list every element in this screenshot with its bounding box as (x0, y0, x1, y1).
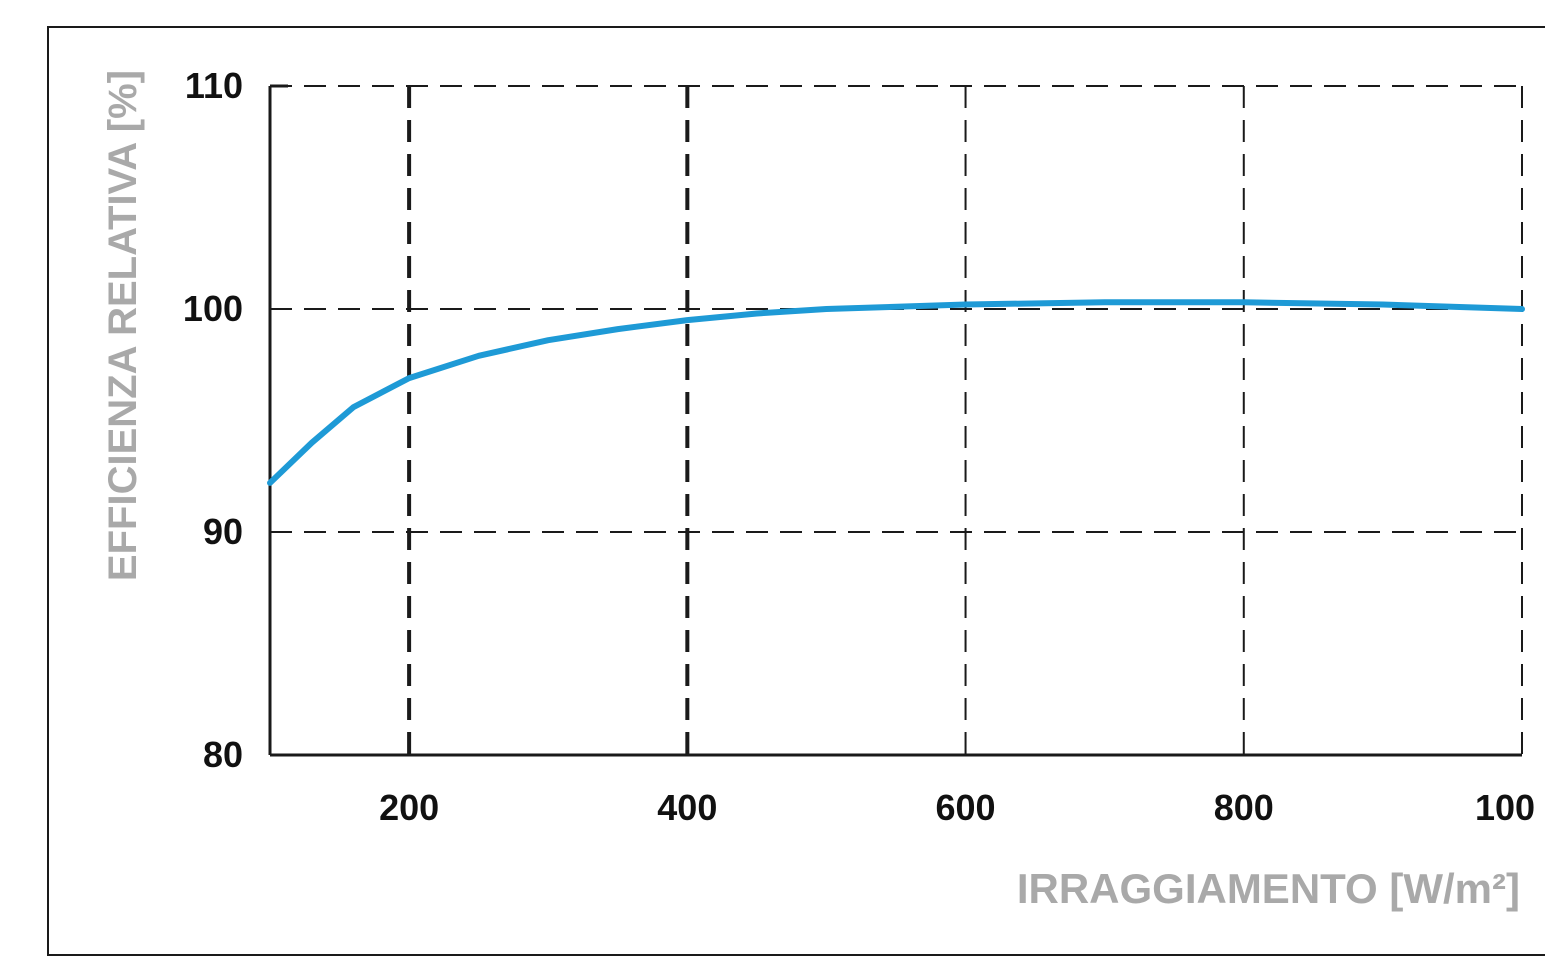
y-tick-label-110: 110 (185, 65, 243, 106)
x-tick-label-1000: 100 (1475, 787, 1535, 828)
relative-efficiency-chart: 200 400 600 800 100 80 90 100 110 IRRAGGIAMENTO… (101, 65, 1535, 912)
y-tick-label-90: 90 (203, 511, 243, 552)
grid-lines (270, 85, 1523, 755)
x-axis-title: IRRAGGIAMENTO [W/m²] (1017, 865, 1520, 912)
axes (268, 84, 1522, 757)
series-layer (267, 299, 1525, 486)
y-axis-title: EFFICIENZA RELATIVA [%] (101, 70, 145, 581)
y-tick-label-80: 80 (203, 734, 243, 775)
x-tick-label-800: 800 (1214, 787, 1274, 828)
x-tick-label-600: 600 (936, 787, 996, 828)
x-tick-label-200: 200 (379, 787, 439, 828)
x-tick-labels: 200 400 600 800 100 (379, 787, 1535, 828)
series-line-0 (267, 299, 1525, 486)
y-tick-label-100: 100 (183, 288, 243, 329)
y-tick-labels: 80 90 100 110 (183, 65, 243, 775)
x-tick-label-400: 400 (657, 787, 717, 828)
